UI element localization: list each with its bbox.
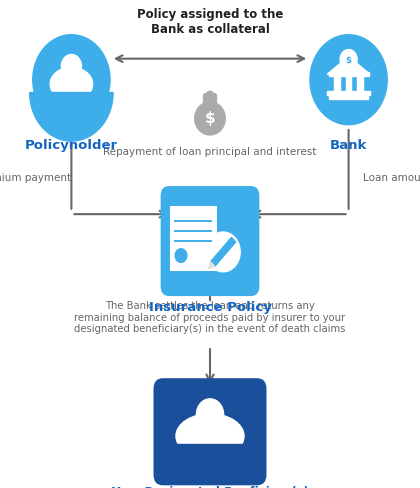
Circle shape	[340, 50, 357, 70]
FancyBboxPatch shape	[357, 76, 363, 94]
Circle shape	[310, 36, 387, 125]
Text: Policyholder: Policyholder	[25, 139, 118, 152]
FancyBboxPatch shape	[334, 76, 340, 94]
FancyBboxPatch shape	[160, 187, 259, 297]
Circle shape	[61, 55, 81, 79]
Circle shape	[175, 249, 187, 263]
Text: The Bank settles the loan and returns any
remaining balance of proceeds paid by : The Bank settles the loan and returns an…	[74, 301, 346, 334]
Text: Bank: Bank	[330, 139, 367, 152]
Ellipse shape	[195, 102, 225, 136]
Ellipse shape	[50, 68, 93, 102]
Polygon shape	[211, 238, 236, 267]
Text: Policy assigned to the
Bank as collateral: Policy assigned to the Bank as collatera…	[137, 8, 283, 36]
FancyBboxPatch shape	[170, 207, 218, 271]
Polygon shape	[327, 57, 370, 75]
Circle shape	[33, 36, 110, 125]
Ellipse shape	[207, 92, 213, 98]
Text: Premium payment: Premium payment	[0, 173, 71, 183]
FancyBboxPatch shape	[329, 95, 368, 100]
Text: $: $	[205, 111, 215, 126]
FancyBboxPatch shape	[154, 379, 267, 485]
FancyBboxPatch shape	[327, 92, 370, 96]
Circle shape	[206, 233, 240, 272]
FancyBboxPatch shape	[159, 444, 262, 479]
FancyBboxPatch shape	[328, 73, 369, 77]
Circle shape	[197, 399, 223, 430]
Text: Repayment of loan principal and interest: Repayment of loan principal and interest	[103, 146, 317, 156]
FancyBboxPatch shape	[346, 76, 351, 94]
Text: $: $	[346, 56, 352, 65]
Polygon shape	[208, 262, 215, 269]
Text: Insurance Policy: Insurance Policy	[149, 301, 271, 313]
FancyBboxPatch shape	[204, 94, 216, 106]
Wedge shape	[30, 93, 113, 142]
Text: Your Designated Benficiary(s): Your Designated Benficiary(s)	[111, 485, 309, 488]
Text: Loan amount: Loan amount	[362, 173, 420, 183]
Ellipse shape	[176, 414, 244, 458]
